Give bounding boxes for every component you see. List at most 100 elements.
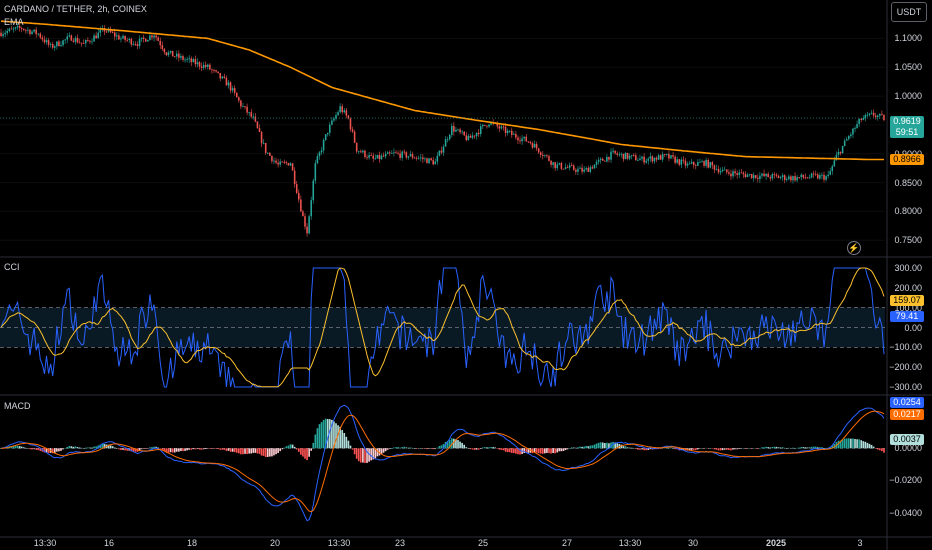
macd-hist-bar <box>738 448 741 449</box>
candle-body <box>560 163 563 169</box>
macd-hist-bar <box>816 447 819 449</box>
currency-button[interactable]: USDT <box>891 2 927 22</box>
candle-body <box>149 35 151 40</box>
macd-hist-bar <box>692 448 695 450</box>
macd-hist-bar <box>585 445 588 449</box>
candle-body <box>624 152 627 160</box>
macd-hist-bar <box>670 447 672 449</box>
macd-hist-bar <box>517 448 519 455</box>
macd-hist-bar <box>717 448 720 451</box>
macd-hist-bar <box>107 444 110 449</box>
cci-ma-line <box>0 267 885 388</box>
macd-hist-bar <box>310 448 313 451</box>
candle-body <box>798 177 800 178</box>
macd-hist-bar <box>579 446 581 449</box>
macd-hist-bar <box>657 448 660 449</box>
candle-body <box>525 136 528 142</box>
axis-tick-label: −0.0400 <box>889 507 922 518</box>
candle-body <box>287 163 290 166</box>
macd-title[interactable]: MACD <box>4 401 31 411</box>
candle-body <box>457 129 459 131</box>
candle-body <box>879 113 881 116</box>
candle-body <box>843 140 846 146</box>
macd-hist-bar <box>821 447 823 449</box>
candle-body <box>279 161 281 165</box>
candle-body <box>223 76 226 78</box>
macd-hist-bar <box>488 447 490 449</box>
macd-hist-bar <box>473 448 476 450</box>
macd-hist-bar <box>351 448 354 450</box>
candle-body <box>221 76 224 79</box>
candle-body <box>573 165 575 170</box>
macd-hist-bar <box>796 447 798 449</box>
macd-hist-bar <box>380 448 383 454</box>
candle-body <box>374 158 377 160</box>
candle-body <box>82 43 85 44</box>
macd-hist-bar <box>761 447 763 449</box>
macd-hist-bar <box>134 448 137 452</box>
candle-body <box>306 226 308 234</box>
candle-body <box>463 131 465 136</box>
macd-hist-bar <box>794 448 796 449</box>
macd-hist-bar <box>453 438 455 449</box>
macd-hist-bar <box>78 447 81 449</box>
candle-body <box>335 115 337 119</box>
macd-hist-bar <box>883 448 885 453</box>
candle-body <box>490 122 492 125</box>
candle-body <box>488 124 490 127</box>
candle-body <box>248 112 250 114</box>
candle-body <box>663 154 666 156</box>
macd-hist-bar <box>612 441 614 449</box>
macd-hist-bar <box>151 447 153 449</box>
candle-body <box>382 155 385 157</box>
candle-body <box>58 41 60 47</box>
macd-hist-bar <box>876 448 879 450</box>
macd-hist-bar <box>186 448 188 451</box>
macd-hist-bar <box>599 442 602 449</box>
candle-body <box>64 39 66 41</box>
candle-body <box>788 176 790 180</box>
candle-body <box>872 112 875 116</box>
macd-hist-bar <box>881 448 883 452</box>
macd-hist-bar <box>277 448 279 454</box>
candle-body <box>682 159 685 161</box>
candle-body <box>434 161 437 165</box>
macd-hist-bar <box>206 448 209 449</box>
candle-body <box>326 132 329 135</box>
macd-hist-bar <box>262 448 265 456</box>
candle-body <box>140 37 143 40</box>
macd-hist-bar <box>339 426 341 449</box>
candle-body <box>370 155 372 156</box>
macd-hist-bar <box>27 448 29 449</box>
candle-body <box>723 169 726 171</box>
macd-hist-bar <box>304 448 306 459</box>
time-tick-label: 25 <box>477 538 488 548</box>
macd-hist-bar <box>577 447 579 449</box>
lightning-icon[interactable]: ⚡ <box>847 241 861 255</box>
candle-body <box>554 162 556 169</box>
ema-legend[interactable]: EMA <box>4 17 24 27</box>
macd-hist-bar <box>448 440 451 449</box>
macd-hist-bar <box>417 448 420 449</box>
candle-body <box>49 44 52 45</box>
candle-body <box>771 174 774 179</box>
candle-body <box>395 152 397 154</box>
macd-hist-bar <box>33 448 35 450</box>
candle-body <box>144 38 147 42</box>
candle-body <box>89 40 91 42</box>
axis-tick-label: 0.7500 <box>894 235 922 246</box>
macd-hist-bar <box>372 448 375 460</box>
macd-hist-bar <box>285 446 288 449</box>
macd-hist-bar <box>527 448 530 453</box>
candle-body <box>353 131 356 143</box>
candle-body <box>837 151 840 155</box>
candle-body <box>364 150 366 157</box>
macd-hist-bar <box>486 447 488 449</box>
candle-body <box>860 118 863 120</box>
cci-title[interactable]: CCI <box>4 262 20 272</box>
candle-body <box>703 161 705 166</box>
macd-hist-bar <box>405 447 408 449</box>
candle-body <box>349 118 352 130</box>
